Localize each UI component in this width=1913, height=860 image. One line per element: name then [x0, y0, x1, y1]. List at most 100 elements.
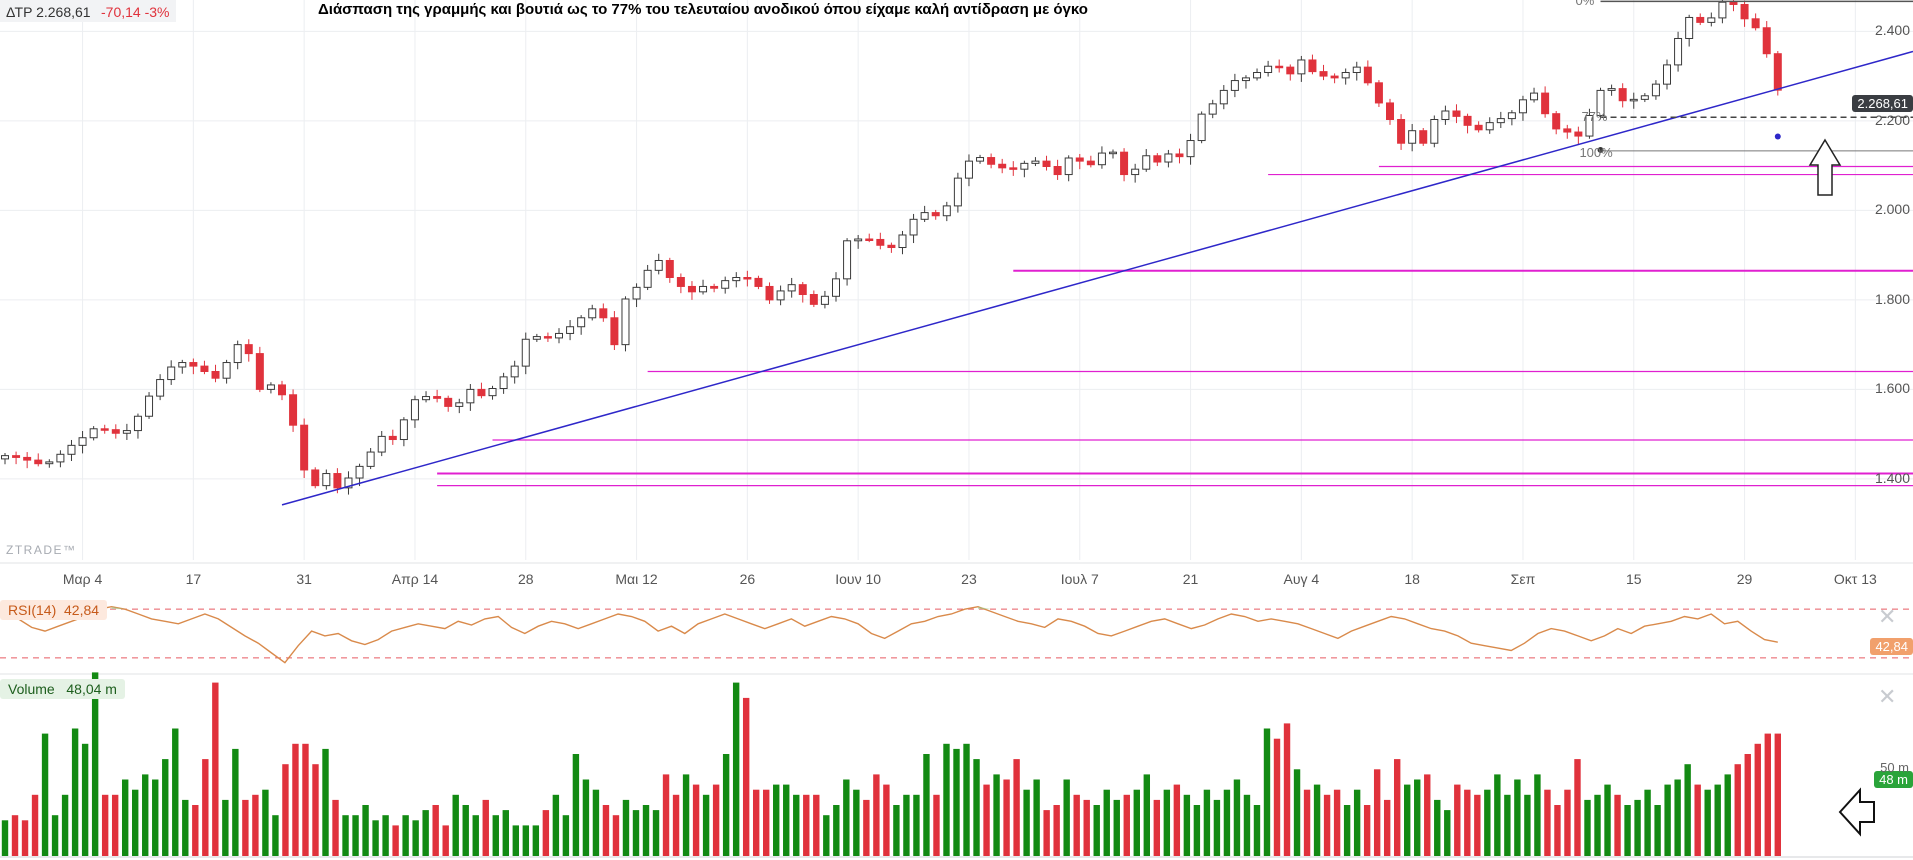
candle-body: [798, 284, 807, 296]
candle-body: [1696, 16, 1705, 23]
volume-bar: [1424, 774, 1431, 856]
candle-body: [865, 238, 874, 242]
candle-body: [843, 240, 852, 280]
volume-bar: [152, 779, 159, 856]
candle-body: [233, 344, 242, 364]
volume-bar: [702, 794, 710, 856]
candle-body: [12, 455, 21, 458]
volume-bar: [1073, 794, 1080, 856]
candle-body: [1031, 160, 1040, 164]
candle-body: [543, 336, 552, 339]
candle-body: [122, 430, 131, 434]
volume-legend[interactable]: Volume 48,04 m: [0, 679, 125, 699]
volume-bar: [1053, 805, 1060, 856]
candle-body: [953, 177, 962, 207]
candle-body: [1474, 124, 1483, 131]
volume-bar: [1253, 805, 1261, 856]
volume-bar: [622, 799, 630, 856]
candle-body: [1330, 75, 1339, 79]
volume-bar: [1373, 769, 1381, 856]
rsi-close-icon[interactable]: ✕: [1878, 604, 1897, 629]
candle-body: [1773, 53, 1782, 91]
volume-bar: [472, 815, 479, 856]
volume-bar: [1093, 805, 1100, 856]
volume-bar: [372, 820, 379, 856]
candle-body: [1762, 27, 1771, 55]
volume-bar: [993, 774, 1000, 856]
volume-bar: [1263, 728, 1271, 856]
x-tick-label: Μαι 12: [615, 571, 658, 587]
candle-body: [1685, 16, 1694, 39]
candle-body: [1086, 160, 1095, 166]
candle-body: [754, 277, 763, 287]
volume-bar: [1554, 805, 1561, 856]
x-tick-label: Ιουλ 7: [1060, 571, 1099, 587]
candle-body: [1751, 18, 1760, 29]
rsi-overbought-fill: [978, 606, 992, 610]
volume-bar: [803, 794, 810, 856]
volume-bar: [342, 815, 349, 856]
volume-bar: [823, 815, 830, 856]
volume-value: 48,04 m: [66, 681, 117, 697]
x-tick-label: Οκτ 13: [1833, 571, 1877, 587]
volume-bar: [1213, 799, 1221, 856]
volume-bar: [182, 799, 189, 856]
candle-body: [1131, 168, 1140, 176]
volume-bar: [1223, 789, 1231, 856]
candle-body: [278, 384, 286, 396]
candle-body: [687, 285, 696, 293]
candle-body: [455, 402, 464, 407]
candle-body: [510, 365, 519, 378]
volume-bar: [1584, 799, 1591, 856]
volume-bar: [752, 789, 760, 856]
candle-body: [1640, 95, 1649, 100]
candle-body: [244, 344, 253, 355]
volume-bar: [252, 794, 259, 856]
volume-bar: [672, 794, 680, 856]
candle-body: [1397, 119, 1406, 144]
trendline-point: [1774, 133, 1781, 140]
volume-bar: [71, 728, 79, 856]
volume-close-icon[interactable]: ✕: [1878, 684, 1897, 709]
volume-bar: [682, 774, 690, 856]
candle-body: [632, 286, 641, 300]
rsi-legend[interactable]: RSI(14) 42,84: [0, 600, 108, 620]
volume-bar: [1343, 805, 1351, 856]
volume-bar: [873, 774, 880, 856]
candle-body: [1629, 98, 1638, 102]
candle-body: [289, 394, 298, 426]
volume-bar: [712, 784, 720, 856]
candle-body: [1275, 65, 1284, 69]
volume-bar: [1534, 774, 1541, 856]
volume-bar: [312, 764, 319, 856]
x-tick-label: Σεπ: [1510, 571, 1536, 587]
candle-body: [1241, 77, 1250, 82]
volume-bar: [1744, 754, 1751, 856]
candle-body: [699, 285, 708, 293]
candle-body: [178, 362, 187, 368]
candle-body: [1042, 160, 1051, 167]
volume-bar: [1604, 784, 1611, 856]
candle-body: [1186, 140, 1195, 158]
volume-bar: [1083, 799, 1090, 856]
volume-bar: [1754, 743, 1761, 856]
candle-body: [621, 298, 630, 346]
volume-bar: [1153, 799, 1161, 856]
volume-bar: [843, 779, 850, 856]
rsi-line: [4, 605, 1778, 664]
candle-body: [133, 415, 142, 432]
candle-body: [444, 397, 453, 407]
volume-bar: [1774, 733, 1781, 856]
candle-body: [1419, 130, 1428, 144]
volume-bar: [91, 672, 99, 856]
candle-body: [1507, 112, 1516, 120]
candle-body: [1740, 3, 1749, 20]
volume-bar: [1143, 774, 1151, 856]
volume-bar: [562, 815, 570, 856]
candle-body: [555, 332, 563, 339]
volume-bar: [1233, 779, 1241, 856]
volume-bar: [642, 805, 650, 856]
volume-bar: [1514, 779, 1521, 856]
chart-title: Διάσπαση της γραμμής και βουτιά ως το 77…: [318, 1, 1088, 18]
